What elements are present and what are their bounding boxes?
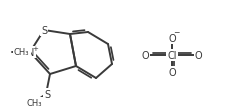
Text: O: O bbox=[141, 51, 148, 60]
Text: N: N bbox=[27, 48, 35, 57]
Text: O: O bbox=[168, 67, 175, 77]
Text: +: + bbox=[32, 46, 38, 52]
Text: S: S bbox=[44, 89, 50, 99]
Text: CH₃: CH₃ bbox=[26, 99, 42, 108]
Text: O: O bbox=[194, 51, 202, 60]
Text: S: S bbox=[41, 26, 47, 36]
Text: O: O bbox=[168, 34, 175, 44]
Text: CH₃: CH₃ bbox=[14, 48, 29, 57]
Text: Cl: Cl bbox=[167, 51, 176, 60]
Text: −: − bbox=[173, 28, 179, 37]
